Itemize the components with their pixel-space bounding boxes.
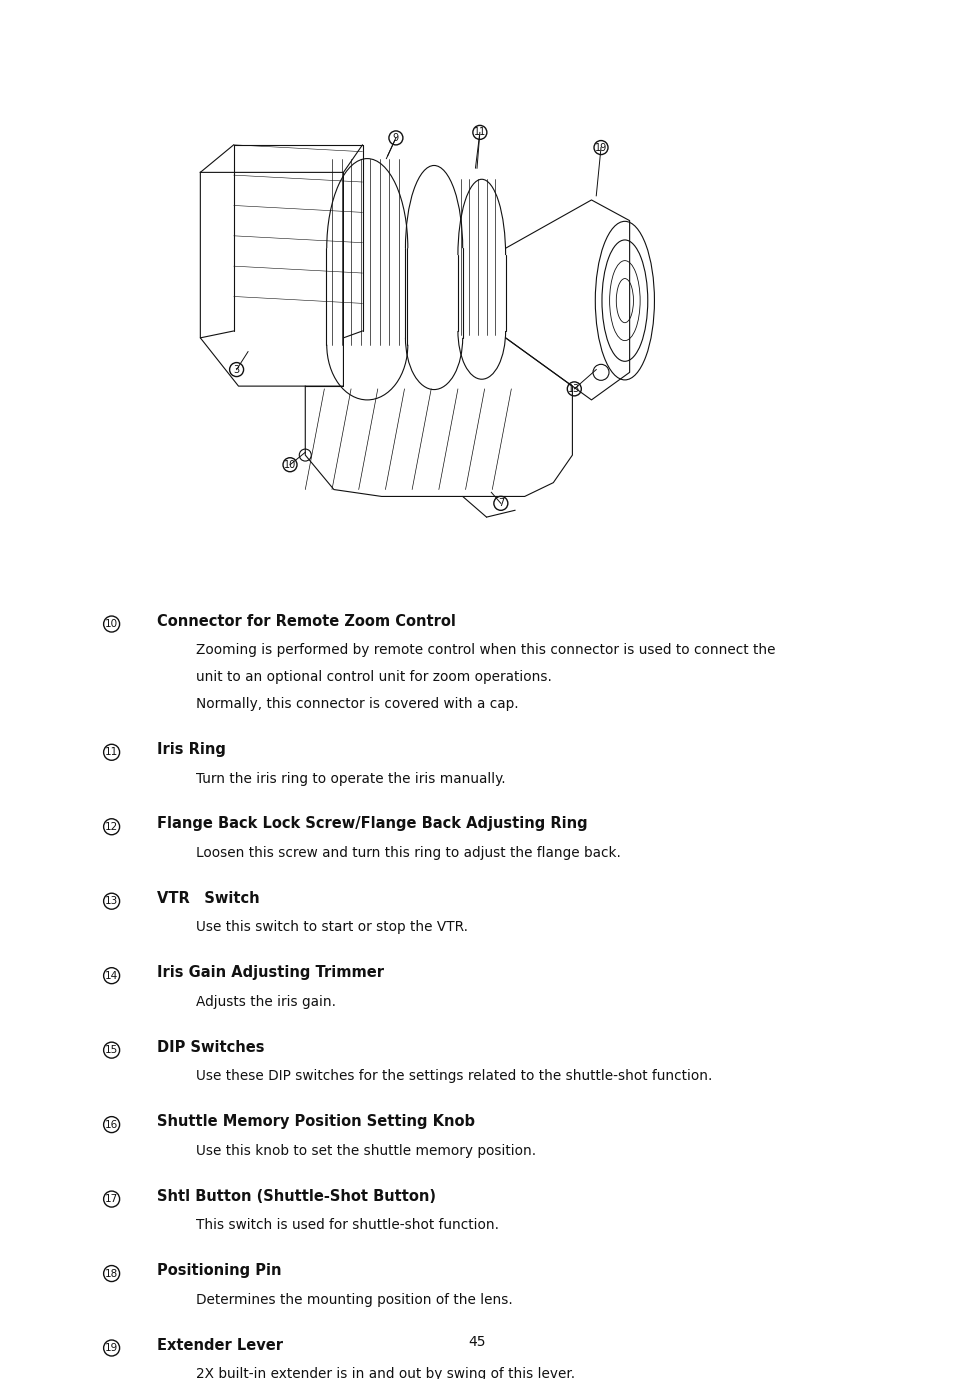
Text: Iris Ring: Iris Ring xyxy=(157,742,226,757)
Text: 15: 15 xyxy=(105,1045,118,1055)
Text: Shtl Button (Shuttle-Shot Button): Shtl Button (Shuttle-Shot Button) xyxy=(157,1189,436,1204)
Text: Use these DIP switches for the settings related to the shuttle-shot function.: Use these DIP switches for the settings … xyxy=(195,1070,711,1084)
Text: Adjusts the iris gain.: Adjusts the iris gain. xyxy=(195,996,335,1009)
Text: 13: 13 xyxy=(568,383,579,394)
Text: Shuttle Memory Position Setting Knob: Shuttle Memory Position Setting Knob xyxy=(157,1114,475,1129)
Text: 11: 11 xyxy=(474,127,485,138)
Text: Zooming is performed by remote control when this connector is used to connect th: Zooming is performed by remote control w… xyxy=(195,643,774,658)
Text: DIP Switches: DIP Switches xyxy=(157,1040,265,1055)
Text: 10: 10 xyxy=(284,459,295,470)
Text: Determines the mounting position of the lens.: Determines the mounting position of the … xyxy=(195,1294,512,1307)
Text: Use this switch to start or stop the VTR.: Use this switch to start or stop the VTR… xyxy=(195,921,467,935)
Text: unit to an optional control unit for zoom operations.: unit to an optional control unit for zoo… xyxy=(195,670,551,684)
Text: 45: 45 xyxy=(468,1335,485,1349)
Text: Extender Lever: Extender Lever xyxy=(157,1338,283,1353)
Text: Turn the iris ring to operate the iris manually.: Turn the iris ring to operate the iris m… xyxy=(195,771,505,786)
Text: 19: 19 xyxy=(595,142,606,153)
Text: Use this knob to set the shuttle memory position.: Use this knob to set the shuttle memory … xyxy=(195,1145,536,1158)
Text: 2X built-in extender is in and out by swing of this lever.: 2X built-in extender is in and out by sw… xyxy=(195,1367,574,1379)
Text: VTR Switch: VTR Switch xyxy=(157,891,260,906)
Text: 18: 18 xyxy=(105,1269,118,1278)
Text: Positioning Pin: Positioning Pin xyxy=(157,1263,282,1278)
Text: 10: 10 xyxy=(105,619,118,629)
Text: Connector for Remote Zoom Control: Connector for Remote Zoom Control xyxy=(157,614,456,629)
Text: 14: 14 xyxy=(105,971,118,980)
Text: 19: 19 xyxy=(105,1343,118,1353)
Text: 3: 3 xyxy=(233,364,239,375)
Text: 13: 13 xyxy=(105,896,118,906)
Text: 17: 17 xyxy=(105,1194,118,1204)
Text: Loosen this screw and turn this ring to adjust the flange back.: Loosen this screw and turn this ring to … xyxy=(195,845,619,860)
Text: 7: 7 xyxy=(497,498,503,509)
Text: 11: 11 xyxy=(105,747,118,757)
Text: This switch is used for shuttle-shot function.: This switch is used for shuttle-shot fun… xyxy=(195,1219,498,1233)
Text: Flange Back Lock Screw/Flange Back Adjusting Ring: Flange Back Lock Screw/Flange Back Adjus… xyxy=(157,816,587,832)
Text: 9: 9 xyxy=(393,132,398,143)
Text: 16: 16 xyxy=(105,1120,118,1129)
Text: Normally, this connector is covered with a cap.: Normally, this connector is covered with… xyxy=(195,696,517,712)
Text: 12: 12 xyxy=(105,822,118,832)
Text: Iris Gain Adjusting Trimmer: Iris Gain Adjusting Trimmer xyxy=(157,965,384,980)
